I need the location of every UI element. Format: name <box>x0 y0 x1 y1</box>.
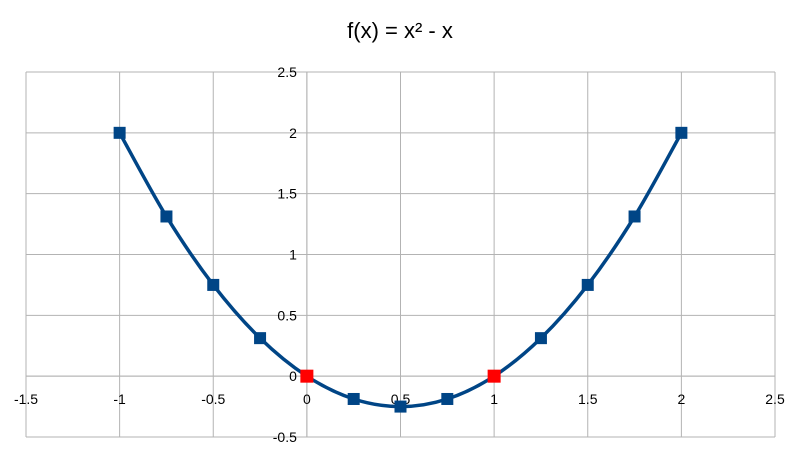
data-point <box>160 210 173 223</box>
y-tick-label: -0.5 <box>273 429 297 445</box>
x-tick-label: -1 <box>113 391 126 407</box>
x-tick-label: 2.5 <box>765 391 785 407</box>
data-point <box>113 126 126 139</box>
x-tick-label: 1.5 <box>578 391 598 407</box>
root-point <box>300 369 314 383</box>
data-point <box>628 210 641 223</box>
data-point <box>534 332 547 345</box>
data-point <box>441 392 454 405</box>
data-point <box>675 126 688 139</box>
x-tick-label: 2 <box>677 391 685 407</box>
x-tick-label: -0.5 <box>201 391 225 407</box>
x-tick-label: 1 <box>490 391 498 407</box>
x-tick-label: 0 <box>303 391 311 407</box>
data-point <box>207 278 220 291</box>
y-tick-label: 0.5 <box>277 307 297 323</box>
y-tick-label: 1.5 <box>277 186 297 202</box>
chart-title: f(x) = x² - x <box>347 18 453 43</box>
data-point <box>581 278 594 291</box>
data-point <box>394 400 407 413</box>
y-tick-label: 1 <box>289 247 297 263</box>
data-point <box>254 332 267 345</box>
y-tick-label: 0 <box>289 368 297 384</box>
data-point <box>347 392 360 405</box>
y-tick-label: 2 <box>289 125 297 141</box>
root-point <box>487 369 501 383</box>
x-tick-label: -1.5 <box>14 391 38 407</box>
y-tick-label: 2.5 <box>277 64 297 80</box>
